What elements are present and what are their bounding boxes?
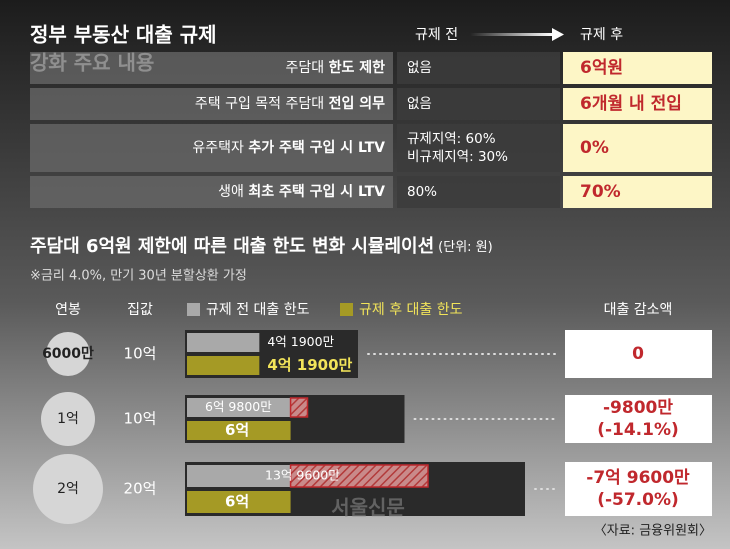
- before-text: 없음: [407, 60, 432, 76]
- item-cell: [30, 88, 393, 120]
- before-cell: [397, 88, 560, 120]
- arrow: [470, 33, 552, 36]
- after-label: 6억: [225, 421, 249, 439]
- legend-after-swatch: [340, 303, 353, 316]
- item-part: 한도 제한: [329, 60, 386, 76]
- sim-unit: (단위: 원): [438, 240, 493, 255]
- legend-before: 규제 전 대출 한도: [206, 302, 310, 318]
- after-label: 4억 1900만: [267, 356, 352, 374]
- before-text: 비규제지역: 30%: [407, 149, 508, 165]
- after-cell: [563, 52, 712, 84]
- after-cell: [563, 88, 712, 120]
- bar-after: [187, 421, 291, 440]
- item-cell: [30, 52, 393, 84]
- header-salary: 연봉: [55, 302, 81, 318]
- before-label: 13억 9600만: [265, 468, 340, 483]
- legend-before-swatch: [187, 303, 200, 316]
- arrow-head: [552, 28, 564, 41]
- item-cell: [30, 124, 393, 172]
- salary-circle: [33, 454, 103, 524]
- salary: 2억: [57, 481, 79, 497]
- item-part: 주택 구입 목적 주담대: [195, 96, 329, 112]
- reduction: (-14.1%): [597, 420, 679, 440]
- house: 20억: [124, 480, 157, 498]
- before-text: 80%: [407, 184, 437, 200]
- before-text: 없음: [407, 96, 432, 112]
- after-cell: [563, 124, 712, 172]
- salary: 1억: [57, 411, 79, 427]
- bar-before: [187, 465, 291, 487]
- source: 〈자료: 금융위원회〉: [594, 524, 712, 539]
- col-after: 규제 후: [580, 27, 623, 43]
- watermark: 서울신문: [331, 496, 405, 520]
- item-cell: [30, 176, 393, 208]
- salary-circle: [46, 332, 90, 376]
- header-house: 집값: [127, 302, 153, 318]
- sim-title: 주담대 6억원 제한에 따른 대출 한도 변화 시뮬레이션 (단위: 원): [30, 236, 493, 257]
- after-text: 6개월 내 전입: [580, 94, 682, 114]
- reduction: (-57.0%): [597, 490, 679, 510]
- title: 정부 부동산 대출 규제: [30, 23, 217, 47]
- bar-cut: [289, 464, 429, 488]
- reduction: -9800만: [603, 398, 673, 418]
- item-part: 추가 주택 구입 시 LTV: [248, 139, 385, 156]
- item-text: 유주택자 추가 주택 구입 시 LTV: [192, 139, 385, 156]
- item-part: 생애: [218, 184, 248, 200]
- after-text: 6억원: [580, 58, 623, 78]
- item-part: 주담대: [286, 60, 329, 76]
- bar-before: [187, 398, 291, 417]
- reduction-box: [565, 395, 712, 443]
- before-text: 규제지역: 60%: [407, 131, 496, 147]
- bar-before: [187, 333, 260, 352]
- reduction-box: [565, 462, 712, 516]
- item-text: 생애 최초 주택 구입 시 LTV: [218, 183, 385, 200]
- after-text: 0%: [580, 138, 609, 158]
- sim-title-main: 주담대 6억원 제한에 따른 대출 한도 변화 시뮬레이션: [30, 236, 434, 257]
- salary-circle: [41, 392, 95, 446]
- reduction-box: [565, 330, 712, 378]
- after-cell: [563, 176, 712, 208]
- before-label: 4억 1900만: [267, 334, 334, 349]
- before-cell: [397, 52, 560, 84]
- reduction: 0: [632, 344, 644, 364]
- house: 10억: [124, 345, 157, 363]
- house: 10억: [124, 410, 157, 428]
- after-label: 6억: [225, 493, 249, 511]
- salary: 6000만: [42, 346, 94, 362]
- bar-after: [187, 356, 260, 375]
- note: ※금리 4.0%, 만기 30년 분할상환 가정: [30, 269, 247, 284]
- item-text: 주담대 한도 제한: [286, 60, 386, 76]
- before-label: 6억 9800만: [205, 399, 272, 414]
- legend-after: 규제 후 대출 한도: [359, 302, 463, 318]
- item-text: 주택 구입 목적 주담대 전입 의무: [195, 95, 385, 112]
- bar-cut: [289, 397, 309, 418]
- bar-after: [187, 491, 291, 513]
- col-before: 규제 전: [415, 27, 458, 43]
- before-cell: [397, 176, 560, 208]
- reduction: -7억 9600만: [586, 468, 690, 488]
- after-text: 70%: [580, 182, 621, 202]
- header-reduction: 대출 감소액: [604, 302, 673, 318]
- before-cell: [397, 124, 560, 172]
- item-part: 유주택자: [192, 140, 248, 156]
- item-part: 전입 의무: [329, 95, 386, 112]
- item-part: 최초 주택 구입 시 LTV: [248, 183, 385, 200]
